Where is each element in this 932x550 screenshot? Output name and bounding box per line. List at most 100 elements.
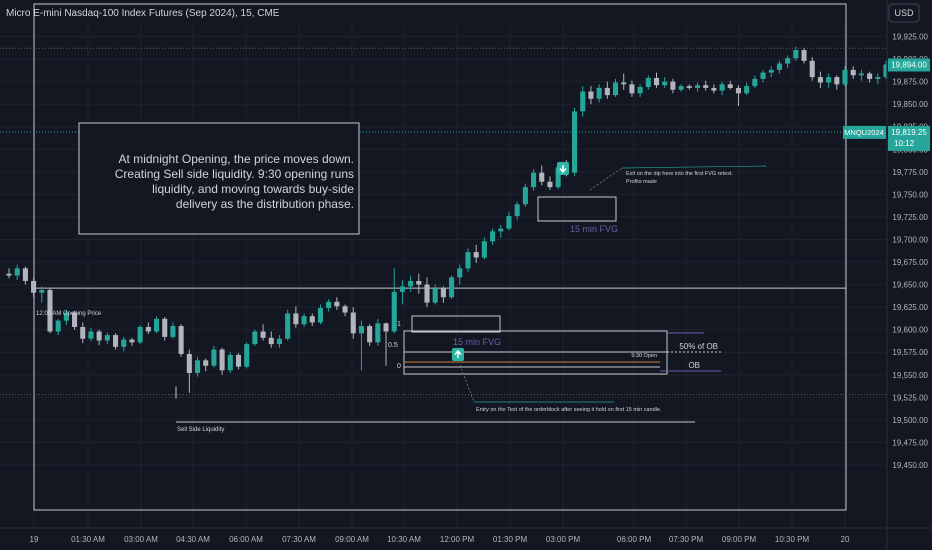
candle-body: [514, 204, 520, 217]
candle: [678, 84, 684, 92]
entry-note: Entry on the Test of the orderblock afte…: [476, 407, 662, 413]
candle-body: [440, 288, 446, 298]
candle-body: [55, 320, 61, 332]
candle: [694, 82, 701, 92]
candle-body: [104, 335, 110, 341]
candle-body: [637, 87, 643, 94]
sell-side-liquidity-label: Sell Side Liquidity: [177, 427, 224, 433]
candle-body: [358, 326, 364, 334]
price-tick-label: 19,775.00: [892, 168, 928, 177]
candle-body: [309, 316, 315, 323]
price-tick-label: 19,750.00: [892, 190, 928, 199]
candle: [285, 309, 291, 341]
candle: [219, 347, 225, 375]
candle-body: [490, 231, 496, 242]
candle-body: [711, 87, 717, 91]
candle: [47, 288, 53, 334]
candle: [80, 322, 86, 344]
candle: [31, 277, 37, 298]
candle: [793, 46, 799, 61]
candle-body: [842, 69, 848, 85]
candle: [465, 248, 471, 272]
candle-body: [47, 289, 53, 332]
candle-body: [227, 354, 233, 371]
fvg-lower-label: 15 min FVG: [453, 337, 501, 347]
price-badge-current: 19,894.00: [888, 58, 930, 72]
price-tick-label: 19,650.00: [892, 281, 928, 290]
time-tick-label: 04:30 AM: [176, 535, 210, 544]
candle-body: [580, 91, 586, 112]
time-axis-bg: [0, 528, 887, 550]
price-badge-symbol: 19,819.25 10:12: [888, 125, 930, 151]
candle: [768, 66, 774, 78]
main-note-line-2: Creating Sell side liquidity. 9:30 openi…: [115, 167, 354, 181]
candle: [235, 353, 242, 370]
candle: [170, 322, 176, 339]
candle-body: [449, 277, 455, 298]
candle: [88, 327, 94, 342]
candle: [686, 84, 692, 90]
currency-button[interactable]: USD: [888, 3, 920, 23]
candle-body: [875, 77, 881, 79]
exit-underline: [621, 165, 767, 169]
price-tick-label: 19,525.00: [892, 393, 928, 402]
candle-body: [588, 91, 594, 99]
candle: [719, 81, 725, 96]
annotation-frame: [33, 3, 847, 511]
time-tick-label: 01:30 PM: [493, 535, 528, 544]
candle: [113, 333, 119, 350]
candle-body: [137, 326, 143, 343]
candle: [22, 266, 28, 285]
main-note-line-4: delivery as the distribution phase.: [176, 197, 354, 211]
candle: [621, 73, 627, 90]
price-tick-label: 19,550.00: [892, 371, 928, 380]
candle-body: [850, 69, 856, 76]
candle-body: [391, 291, 397, 332]
candle-body: [6, 273, 12, 276]
time-tick-label: 03:00 PM: [546, 535, 581, 544]
candle-body: [383, 323, 389, 332]
candle: [703, 80, 709, 91]
candle-body: [276, 338, 283, 345]
arrow-up-icon: [454, 349, 462, 358]
candle: [317, 304, 323, 325]
candle: [850, 66, 856, 79]
candle-body: [408, 280, 414, 287]
candle-body: [826, 77, 832, 83]
candle: [514, 201, 520, 220]
candle: [735, 85, 742, 106]
candle-body: [399, 286, 405, 292]
candle: [727, 80, 733, 90]
time-tick-label: 06:00 PM: [617, 535, 652, 544]
price-axis[interactable]: 19,925.0019,900.0019,875.0019,850.0019,8…: [887, 24, 932, 528]
candle: [244, 342, 250, 369]
candle-body: [72, 312, 78, 327]
price-tick-label: 19,725.00: [892, 213, 928, 222]
candle-body: [703, 85, 709, 88]
candle: [6, 268, 12, 279]
candle: [367, 324, 373, 346]
time-tick-label: 20: [841, 535, 850, 544]
candle: [588, 86, 594, 105]
candle: [153, 316, 160, 334]
candle: [383, 322, 389, 366]
candle-body: [186, 354, 192, 373]
candle: [842, 66, 848, 87]
candle-body: [432, 288, 438, 303]
candle-body: [465, 252, 471, 269]
opening-price-label: 12:00 AM Opening Price: [36, 311, 102, 317]
candle: [522, 183, 528, 207]
candle-body: [760, 72, 766, 79]
time-tick-label: 09:00 AM: [335, 535, 369, 544]
candle-body: [776, 63, 782, 70]
symbol-title: Micro E-mini Nasdaq-100 Index Futures (S…: [6, 8, 280, 19]
candle: [449, 275, 455, 300]
exit-arrow-marker: [557, 162, 569, 175]
candle: [104, 332, 110, 345]
candle: [637, 84, 643, 97]
main-note-line-1: At midnight Opening, the price moves dow…: [119, 152, 354, 166]
candle-body: [375, 323, 381, 343]
candle-body: [203, 360, 209, 366]
